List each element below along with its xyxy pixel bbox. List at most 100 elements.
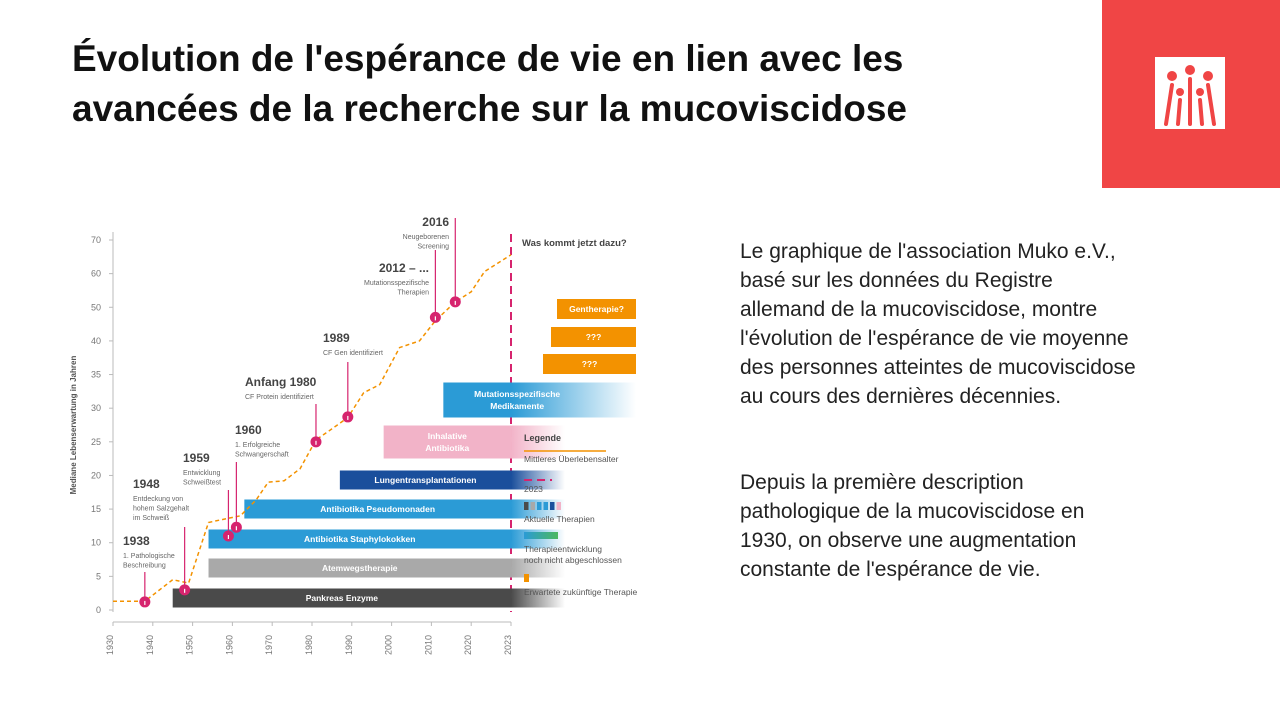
x-tick-label: 1930 [105,635,115,655]
annotation: Was kommt jetzt dazu? [522,238,627,249]
therapy-label: Pankreas Enzyme [306,593,379,603]
y-tick-label: 20 [91,470,101,480]
milestone-text: Entwicklung [183,470,220,477]
chart: 0 5 10 15 20 25 30 35 40 50 60 70 1930 1940 1950 1960 19… [69,215,638,655]
paragraph-line: pathologique de la mucoviscidose en [740,500,1084,523]
title: Évolution de l'espérance de vie en lien … [72,38,903,79]
paragraph-line: Le graphique de l'association Muko e.V., [740,240,1116,263]
therapy-label: Lungentransplantationen [374,475,476,485]
therapy-bar [172,588,565,608]
therapy-bar [339,470,565,490]
milestone-year: 1989 [323,331,350,345]
paragraph-line: des personnes atteintes de mucoviscidose [740,356,1136,379]
milestone-text: Schwangerschaft [235,452,289,459]
therapy-label: Antibiotika Staphylokokken [304,534,415,544]
milestone-year: 1938 [123,534,150,548]
milestone-text: Neugeborenen [403,234,449,241]
milestone-text: CF Protein identifiziert [245,394,314,401]
paragraphs: Le graphique de l'association Muko e.V.,… [740,240,1136,581]
legend-label: Aktuelle Therapien [524,514,595,524]
milestone-text: CF Gen identifiziert [323,350,383,357]
milestone-text: Mutationsspezifische [364,280,429,287]
y-tick-label: 40 [91,336,101,346]
legend-swatch [530,502,535,510]
x-tick-label: 1980 [304,635,314,655]
y-tick-label: 25 [91,437,101,447]
x-tick-label: 2000 [384,635,394,655]
milestone-text: Therapien [397,290,429,297]
future-therapy-bar [551,327,636,347]
legend-label: Erwartete zukünftige Therapie [524,587,638,597]
paragraph-line: constante de l'espérance de vie. [740,558,1041,581]
milestone-year: 2016 [422,215,449,229]
x-tick-label: 1990 [344,635,354,655]
x-tick-label: 2023 [503,635,513,655]
therapy-bar [443,382,636,418]
y-tick-label: 60 [91,269,101,279]
y-tick-label: 10 [91,538,101,548]
paragraph-line: 1930, on observe une augmentation [740,529,1076,552]
legend-label: 2023 [524,484,543,494]
x-tick-label: 1960 [224,635,234,655]
therapy-bar [208,529,565,549]
x-tick-label: 1950 [185,635,195,655]
legend-swatch [543,502,548,510]
milestone-year: 1959 [183,451,210,465]
therapy-label: Antibiotika [425,443,469,453]
milestone-year: 2012 – ... [379,261,429,275]
future-therapy-label: ??? [582,359,598,369]
future-therapy-label: ??? [586,332,602,342]
y-tick-label: 35 [91,370,101,380]
milestone-year: Anfang 1980 [245,375,317,389]
legend-title: Legende [524,433,561,443]
legend-label: noch nicht abgeschlossen [524,555,622,565]
x-tick-label: 2010 [423,635,433,655]
therapy-bar [244,499,565,519]
title: avancées de la recherche sur la mucovisc… [72,88,907,129]
y-tick-label: 50 [91,302,101,312]
paragraph-line: l'évolution de l'espérance de vie moyenn… [740,327,1129,350]
future-therapy-bar [557,299,636,319]
paragraph-line: Depuis la première description [740,471,1024,494]
y-tick-label: 15 [91,504,101,514]
y-tick-label: 5 [96,571,101,581]
legend-label: Therapieentwicklung [524,544,602,554]
milestone-text: Beschreibung [123,563,166,570]
milestone-text: hohem Salzgehalt [133,506,189,513]
paragraph-line: au cours des dernières décennies. [740,385,1061,408]
legend-swatch [524,574,529,582]
milestone-year: 1948 [133,477,160,491]
legend-swatch [550,502,555,510]
y-tick-label: 0 [96,605,101,615]
therapy-bar [208,558,565,578]
y-tick-label: 70 [91,235,101,245]
logo-icon [1155,57,1225,129]
legend-swatch [537,502,542,510]
legend-swatch [524,502,529,510]
milestone-text: Entdeckung von [133,496,183,503]
milestone-year: 1960 [235,423,262,437]
milestone-text: Schweißtest [183,480,221,487]
therapy-label: Medikamente [490,401,544,411]
milestone-text: im Schweiß [133,515,169,522]
future-therapy-bar [543,354,636,374]
therapy-label: Atemwegstherapie [322,563,398,573]
milestone-text: Screening [417,244,449,251]
legend-swatch [524,532,558,539]
y-axis-label: Mediane Lebenserwartung in Jahren [69,356,78,495]
legend-swatch [556,502,561,510]
life-expectancy-line [113,254,512,603]
x-tick-label: 2020 [463,635,473,655]
future-therapy-label: Gentherapie? [569,304,624,314]
y-tick-label: 30 [91,403,101,413]
therapy-label: Antibiotika Pseudomonaden [320,504,435,514]
milestone-text: 1. Erfolgreiche [235,442,280,449]
paragraph-line: allemand de la mucoviscidose, montre [740,298,1097,321]
x-tick-label: 1970 [264,635,274,655]
therapy-bar [383,425,565,459]
milestone-text: 1. Pathologische [123,553,175,560]
legend-label: Mittleres Überlebensalter [524,454,619,464]
therapy-label: Mutationsspezifische [474,389,560,399]
therapy-label: Inhalative [428,431,467,441]
